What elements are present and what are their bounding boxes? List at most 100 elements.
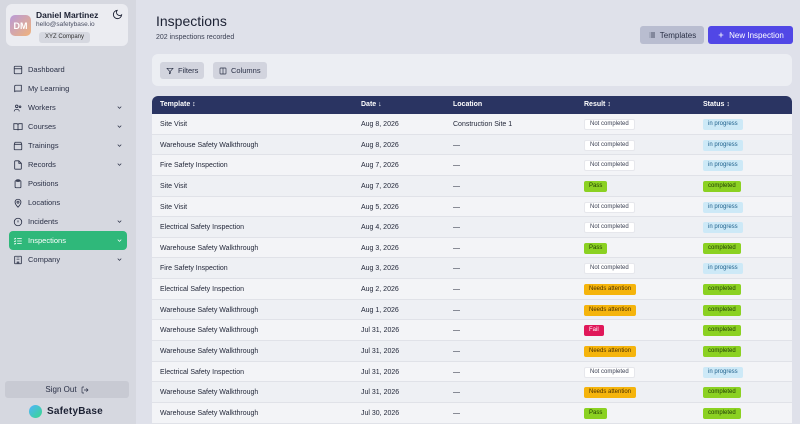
column-header-date[interactable]: Date ↓ (361, 101, 382, 108)
cell-template: Warehouse Safety Walkthrough (160, 409, 259, 417)
clipboard-icon (14, 178, 22, 188)
sidebar-item-label: Dashboard (28, 65, 65, 74)
cell-template: Electrical Safety Inspection (160, 224, 245, 232)
templates-button[interactable]: Templates (640, 26, 704, 44)
status-badge: completed (703, 325, 741, 337)
cell-date: Aug 5, 2026 (361, 203, 399, 211)
sidebar-item-locations[interactable]: Locations (9, 193, 127, 212)
table-row[interactable]: Fire Safety Inspection Aug 7, 2026 — Not co… (152, 155, 792, 176)
sidebar-nav: Dashboard My Learning Workers Courses Traini… (9, 60, 127, 269)
table-row[interactable]: Fire Safety Inspection Aug 3, 2026 — Not co… (152, 258, 792, 280)
filters-label: Filters (178, 66, 199, 75)
cell-template: Fire Safety Inspection (160, 265, 228, 273)
cell-date: Jul 31, 2026 (361, 348, 400, 356)
cell-template: Warehouse Safety Walkthrough (160, 306, 259, 314)
status-badge: in progress (703, 160, 743, 172)
sidebar-item-incidents[interactable]: Incidents (9, 212, 127, 231)
table-row[interactable]: Warehouse Safety Walkthrough Aug 8, 2026 —… (152, 134, 792, 156)
sidebar-item-label: Positions (28, 179, 59, 188)
user-card[interactable]: DM Daniel Martinez hello@safetybase.io X… (6, 4, 128, 46)
sidebar-item-dashboard[interactable]: Dashboard (9, 60, 127, 79)
cell-date: Jul 31, 2026 (361, 389, 400, 397)
result-badge: Needs attention (584, 387, 637, 399)
table-body: Site Visit Aug 8, 2026 Construction Site 1… (152, 114, 792, 424)
sidebar: DM Daniel Martinez hello@safetybase.io X… (0, 0, 136, 424)
sidebar-item-records[interactable]: Records (9, 155, 127, 174)
table-row[interactable]: Warehouse Safety Walkthrough Jul 31, 2026… (152, 341, 792, 362)
sidebar-item-label: Courses (28, 122, 56, 131)
sidebar-item-inspections[interactable]: Inspections (9, 231, 127, 250)
cell-template: Warehouse Safety Walkthrough (160, 389, 259, 397)
book-icon (14, 84, 22, 92)
sidebar-item-label: Incidents (28, 217, 59, 226)
status-badge: completed (703, 242, 741, 254)
cell-location: — (453, 203, 460, 211)
sidebar-item-label: Company (28, 255, 61, 264)
status-badge: in progress (703, 119, 743, 130)
plus-icon (718, 32, 724, 38)
cell-location: — (453, 244, 460, 252)
sidebar-item-workers[interactable]: Workers (9, 98, 127, 117)
sign-out-label: Sign Out (45, 385, 77, 394)
table-row[interactable]: Site Visit Aug 5, 2026 — Not completed in pr… (152, 197, 792, 218)
table-row[interactable]: Warehouse Safety Walkthrough Jul 30, 2026… (152, 403, 792, 424)
sidebar-item-label: My Learning (28, 84, 70, 93)
avatar: DM (10, 15, 31, 36)
status-badge: in progress (703, 201, 743, 213)
sidebar-item-courses[interactable]: Courses (9, 117, 127, 136)
cell-location: — (453, 162, 460, 170)
columns-button[interactable]: Columns (213, 62, 267, 79)
result-badge: Not completed (584, 119, 635, 130)
table-row[interactable]: Electrical Safety Inspection Aug 4, 2026 —… (152, 217, 792, 238)
moon-icon[interactable] (112, 9, 123, 20)
cell-date: Aug 8, 2026 (361, 141, 399, 149)
table-row[interactable]: Site Visit Aug 7, 2026 — Pass completed (152, 175, 792, 197)
result-badge: Needs attention (584, 346, 637, 358)
table-row[interactable]: Warehouse Safety Walkthrough Aug 1, 2026 —… (152, 299, 792, 321)
user-email: hello@safetybase.io (36, 21, 95, 28)
page-title: Inspections (156, 13, 227, 29)
table-row[interactable]: Warehouse Safety Walkthrough Jul 31, 2026… (152, 320, 792, 342)
new-inspection-button[interactable]: New Inspection (708, 26, 793, 44)
column-header-template[interactable]: Template ↕ (160, 101, 196, 108)
cell-date: Jul 31, 2026 (361, 368, 400, 376)
clapperboard-icon (13, 141, 23, 150)
table-row[interactable]: Site Visit Aug 8, 2026 Construction Site 1… (152, 114, 792, 135)
result-badge: Pass (584, 242, 608, 254)
table-row[interactable]: Electrical Safety Inspection Aug 2, 2026 —… (152, 279, 792, 300)
filters-button[interactable]: Filters (160, 62, 205, 79)
table-header: Template ↕ Date ↓ Location Result ↕ Stat… (152, 96, 792, 114)
templates-label: Templates (659, 30, 697, 40)
new-inspection-label: New Inspection (729, 30, 784, 40)
column-header-result[interactable]: Result ↕ (584, 101, 611, 108)
table-row[interactable]: Warehouse Safety Walkthrough Aug 3, 2026 —… (152, 238, 792, 259)
map-pin-icon (14, 198, 22, 208)
status-badge: in progress (703, 366, 743, 378)
cell-template: Site Visit (160, 121, 188, 128)
cell-location: — (453, 306, 460, 314)
sign-out-button[interactable]: Sign Out (5, 381, 129, 398)
table-row[interactable]: Warehouse Safety Walkthrough Jul 31, 2026… (152, 382, 792, 403)
cell-date: Aug 3, 2026 (361, 265, 399, 273)
status-badge: in progress (703, 263, 743, 275)
filter-icon (166, 67, 174, 74)
sidebar-item-my-learning[interactable]: My Learning (9, 79, 127, 98)
cell-location: — (453, 265, 460, 273)
result-badge: Not completed (584, 201, 635, 213)
brand-logo (29, 405, 42, 418)
building-icon (14, 255, 22, 264)
sidebar-item-company[interactable]: Company (9, 250, 127, 269)
sidebar-item-positions[interactable]: Positions (9, 174, 127, 193)
user-name: Daniel Martinez (36, 10, 99, 20)
status-badge: completed (703, 407, 741, 419)
cell-template: Warehouse Safety Walkthrough (160, 141, 259, 149)
cell-date: Aug 8, 2026 (361, 121, 399, 128)
brand: SafetyBase (29, 405, 103, 418)
table-row[interactable]: Electrical Safety Inspection Jul 31, 2026… (152, 362, 792, 383)
column-header-status[interactable]: Status ↕ (703, 101, 730, 108)
list-checks-icon (13, 237, 22, 245)
company-badge[interactable]: XYZ Company (39, 32, 91, 43)
sidebar-item-trainings[interactable]: Trainings (9, 136, 127, 155)
result-badge: Not completed (584, 263, 635, 275)
chevron-down-icon (117, 144, 122, 147)
